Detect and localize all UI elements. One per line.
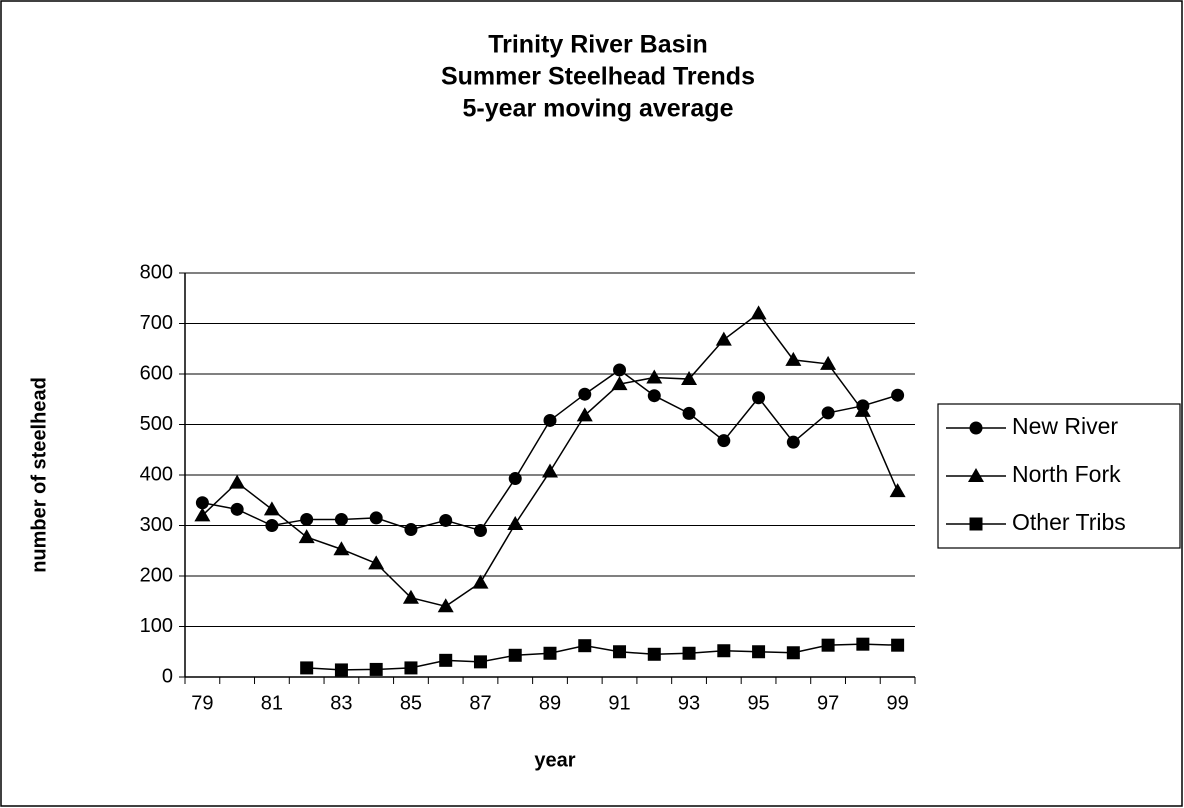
x-tick-label: 97 — [817, 692, 839, 714]
chart-title: Trinity River Basin — [488, 31, 708, 59]
y-tick-label: 200 — [140, 564, 173, 586]
marker — [402, 589, 419, 604]
marker — [439, 653, 453, 667]
marker — [230, 502, 244, 516]
marker — [682, 646, 696, 660]
marker — [194, 507, 211, 522]
marker — [682, 406, 696, 420]
x-tick-label: 95 — [747, 692, 769, 714]
x-axis-label: year — [534, 749, 575, 771]
marker — [576, 407, 593, 422]
marker — [717, 644, 731, 658]
marker — [300, 661, 314, 675]
marker — [542, 463, 558, 478]
marker — [300, 512, 314, 526]
marker — [473, 655, 487, 669]
legend-label: Other Tribs — [1012, 509, 1126, 535]
y-tick-label: 500 — [140, 413, 173, 435]
marker — [786, 646, 800, 660]
marker — [508, 472, 522, 486]
marker — [578, 639, 592, 653]
marker — [508, 648, 522, 662]
marker — [785, 351, 802, 366]
marker — [368, 555, 385, 570]
marker — [369, 662, 383, 676]
marker — [473, 524, 487, 538]
marker — [298, 529, 315, 544]
x-tick-label: 93 — [678, 692, 700, 714]
marker — [854, 402, 871, 417]
legend-label: New River — [1012, 413, 1118, 439]
marker — [333, 541, 350, 556]
marker — [369, 511, 383, 525]
marker — [891, 388, 905, 402]
y-tick-label: 300 — [140, 514, 173, 536]
marker — [715, 331, 732, 346]
marker — [969, 421, 983, 435]
marker — [195, 496, 209, 510]
x-tick-label: 99 — [886, 692, 908, 714]
y-tick-label: 0 — [162, 665, 173, 687]
marker — [334, 663, 348, 677]
marker — [646, 369, 663, 384]
marker — [334, 512, 348, 526]
marker — [717, 434, 731, 448]
marker — [472, 574, 489, 589]
marker — [856, 637, 870, 651]
marker — [404, 523, 418, 537]
marker — [613, 645, 627, 659]
y-tick-label: 400 — [140, 463, 173, 485]
marker — [404, 661, 418, 675]
marker — [752, 645, 766, 659]
marker — [611, 376, 628, 391]
chart-title: 5-year moving average — [463, 95, 734, 123]
marker — [439, 513, 453, 527]
marker — [437, 598, 454, 613]
marker — [969, 517, 983, 531]
x-tick-label: 87 — [469, 692, 491, 714]
marker — [229, 474, 246, 489]
x-tick-label: 91 — [608, 692, 630, 714]
marker — [543, 413, 557, 427]
marker — [543, 646, 557, 660]
x-tick-label: 79 — [191, 692, 213, 714]
legend-label: North Fork — [1012, 461, 1121, 487]
marker — [889, 483, 906, 498]
chart-title: Summer Steelhead Trends — [441, 63, 755, 91]
marker — [647, 389, 661, 403]
marker — [265, 519, 279, 532]
marker — [647, 647, 661, 661]
marker — [263, 501, 280, 516]
marker — [821, 406, 835, 420]
marker — [613, 363, 627, 377]
y-tick-label: 600 — [140, 362, 173, 384]
marker — [968, 468, 984, 482]
x-tick-label: 85 — [400, 692, 422, 714]
marker — [891, 638, 905, 652]
marker — [578, 387, 592, 401]
marker — [821, 638, 835, 652]
x-tick-label: 81 — [261, 692, 283, 714]
y-tick-label: 700 — [140, 312, 173, 334]
marker — [786, 435, 800, 449]
x-tick-label: 83 — [330, 692, 352, 714]
marker — [752, 391, 766, 405]
y-tick-label: 800 — [140, 261, 173, 283]
y-tick-label: 100 — [140, 615, 173, 637]
marker — [681, 371, 698, 386]
marker — [750, 305, 767, 320]
x-tick-label: 89 — [539, 692, 561, 714]
y-axis-label: number of steelhead — [28, 377, 50, 573]
marker — [820, 355, 837, 370]
marker — [507, 515, 524, 530]
